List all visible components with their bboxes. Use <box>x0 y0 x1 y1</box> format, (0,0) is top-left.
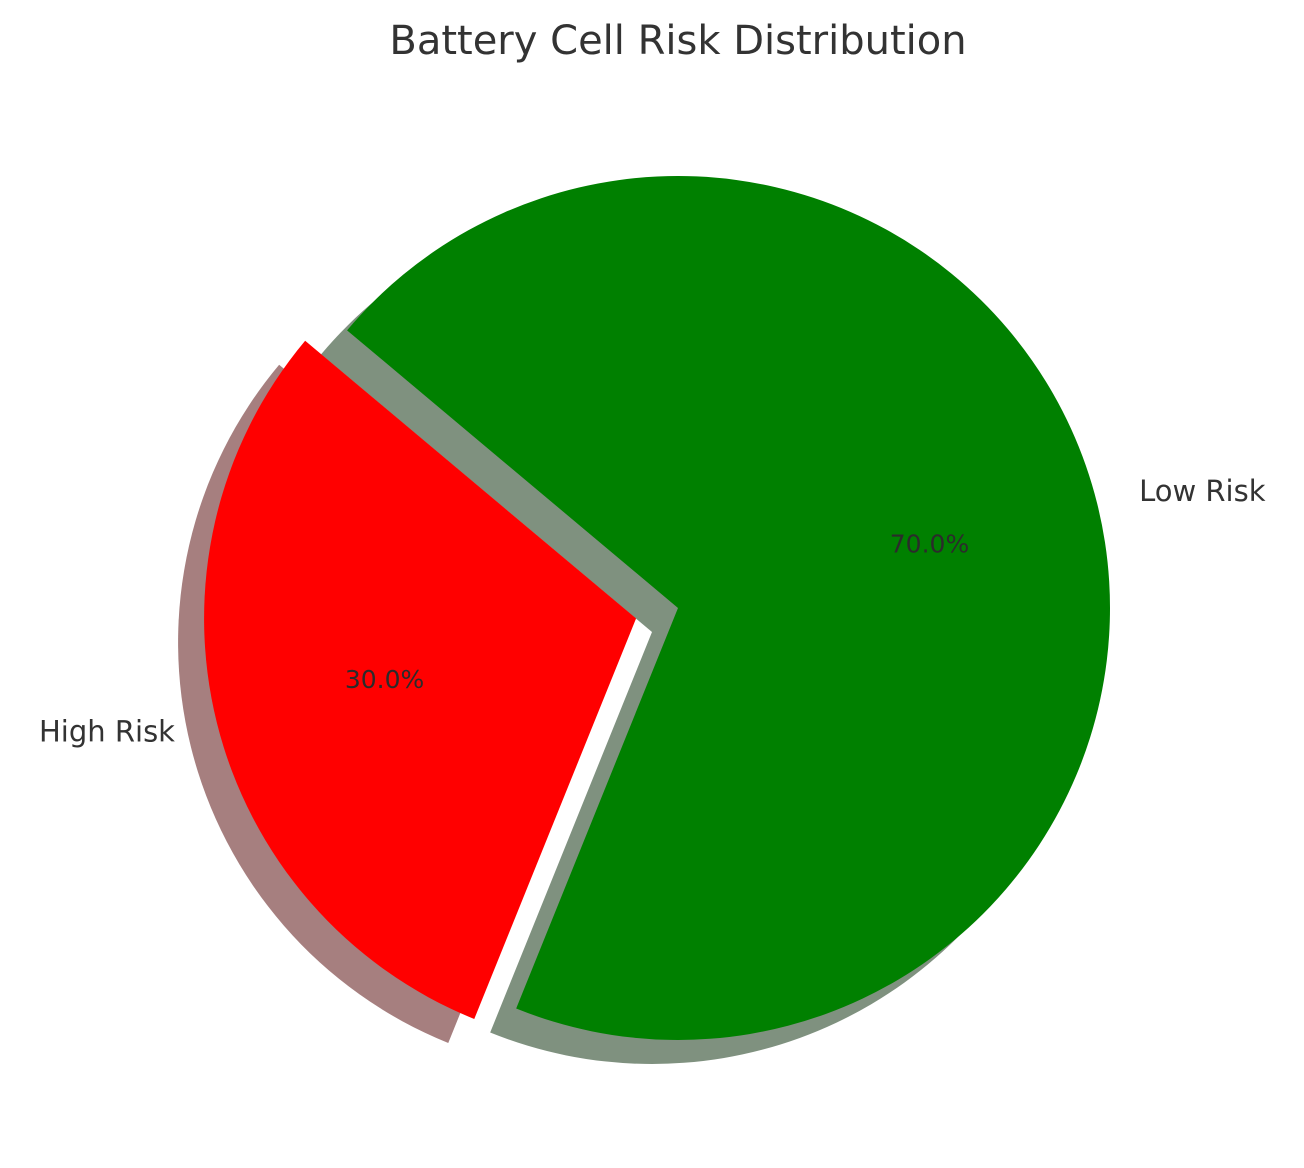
slice-label-high-risk: High Risk <box>39 714 175 748</box>
slice-label-low-risk: Low Risk <box>1139 474 1266 508</box>
pie-slice-high-risk <box>204 340 637 1019</box>
slice-labels: 30.0% High Risk 70.0% Low Risk <box>39 474 1266 748</box>
pct-label-low-risk: 70.0% <box>890 529 969 558</box>
pie-slice-low-risk <box>347 175 1110 1040</box>
pie-slices <box>204 175 1110 1040</box>
pct-label-high-risk: 30.0% <box>345 665 424 694</box>
chart-title: Battery Cell Risk Distribution <box>389 18 966 64</box>
